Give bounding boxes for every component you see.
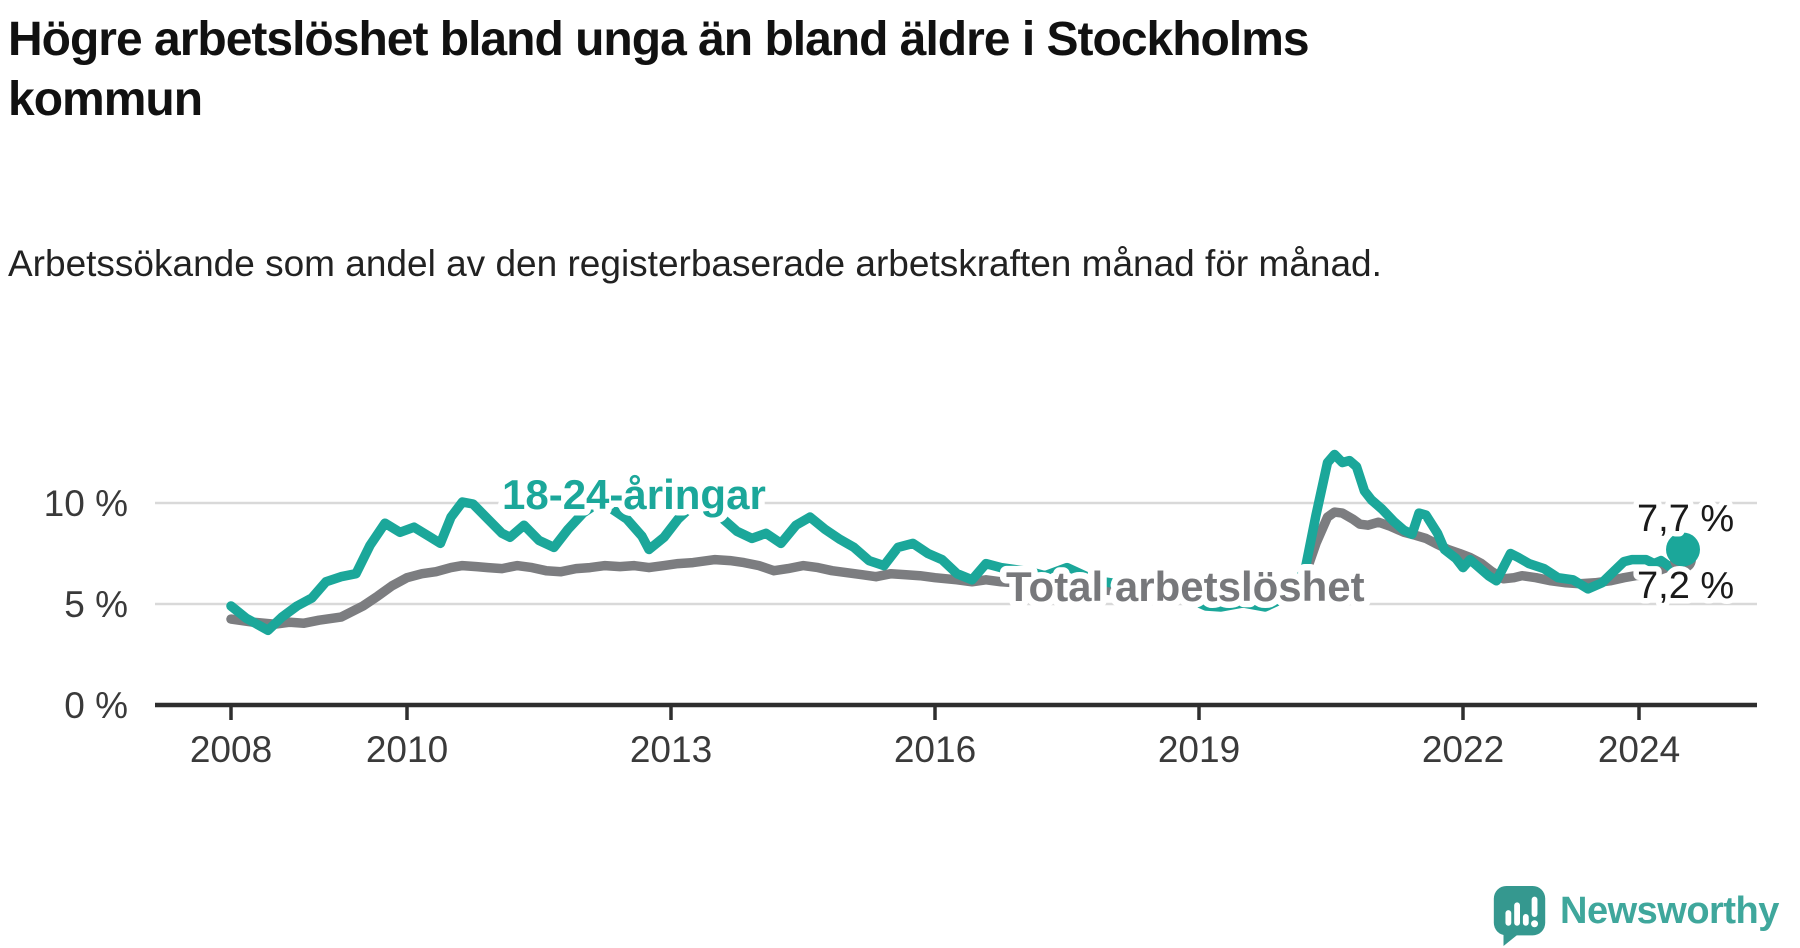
end-value-label-18-24: 7,7 % (1637, 498, 1734, 540)
series-label-total: Total arbetslöshet (1006, 563, 1365, 610)
end-value-label-total: 7,2 % (1637, 565, 1734, 607)
x-axis-tick-label: 2008 (190, 729, 272, 770)
x-axis-tick-label: 2016 (894, 729, 976, 770)
newsworthy-logo: Newsworthy (1488, 884, 1800, 948)
series-label-18-24: 18-24-åringar (502, 471, 766, 518)
series-end-dot (1666, 532, 1700, 567)
y-axis-tick-label: 5 % (64, 584, 128, 625)
y-axis-tick-label: 10 % (44, 483, 128, 524)
x-axis-tick-label: 2024 (1598, 729, 1680, 770)
y-axis-tick-label: 0 % (64, 685, 128, 726)
x-axis-tick-label: 2022 (1422, 729, 1504, 770)
newsworthy-wordmark: Newsworthy (1560, 890, 1779, 932)
chart-plot-area: 0 % 5 % 10 % 2008 2010 2013 2016 2019 2022 2024 (44, 449, 1757, 770)
newsworthy-bubble-chart-icon (1493, 885, 1546, 947)
page-subtitle: Arbetssökande som andel av den registerb… (8, 243, 1382, 284)
series-line (226, 449, 1688, 636)
x-axis-tick-label: 2010 (366, 729, 448, 770)
x-axis-tick-label: 2013 (630, 729, 712, 770)
page-title: Högre arbetslöshet bland unga än bland ä… (8, 13, 1310, 127)
x-axis-tick-label: 2019 (1158, 729, 1240, 770)
